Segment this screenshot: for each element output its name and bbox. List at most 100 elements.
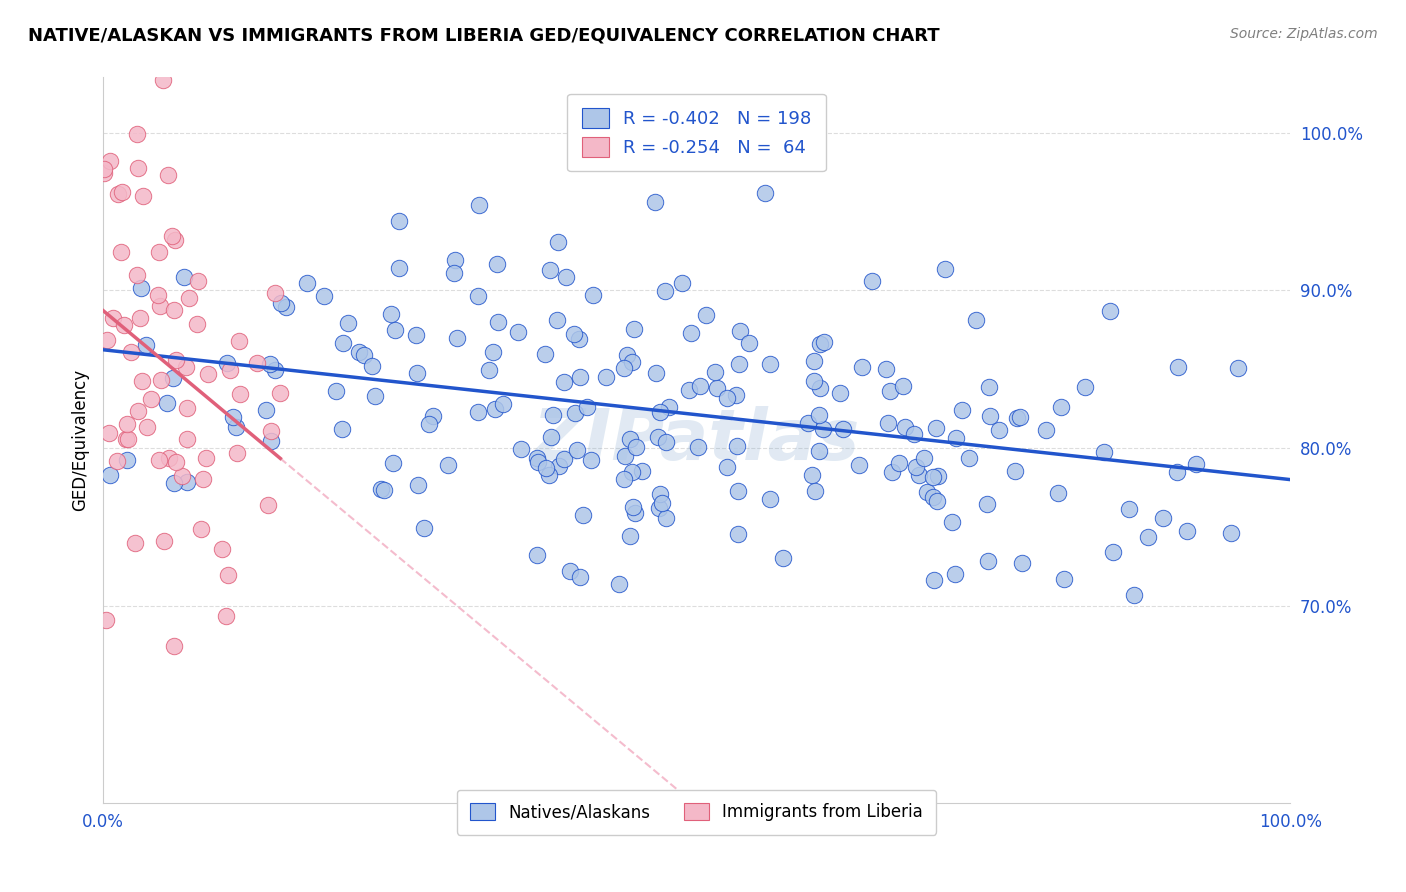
Point (922, 470, 945, 484)
Point (654, 435, 676, 450)
Point (922, 491, 945, 505)
Point (165, 455, 187, 469)
Point (797, 416, 820, 430)
Point (546, 312, 568, 326)
Point (1049, 401, 1071, 415)
Point (163, 639, 186, 653)
Point (152, 73, 174, 87)
Point (801, 467, 824, 482)
Point (759, 357, 782, 371)
Point (905, 460, 928, 475)
Point (1123, 588, 1146, 602)
Point (330, 421, 353, 435)
Point (112, 318, 135, 333)
Point (406, 478, 429, 492)
Point (217, 356, 239, 370)
Point (831, 421, 853, 435)
Point (405, 366, 427, 380)
Point (979, 409, 1001, 423)
Point (976, 497, 998, 511)
Point (506, 326, 529, 340)
Point (259, 357, 281, 371)
Point (945, 431, 967, 445)
Point (623, 500, 645, 514)
Point (246, 356, 269, 370)
Point (347, 345, 370, 359)
Point (129, 281, 152, 295)
Point (738, 335, 761, 350)
Point (624, 440, 647, 454)
Point (624, 506, 647, 520)
Point (695, 308, 717, 322)
Point (176, 475, 198, 489)
Point (1074, 380, 1097, 394)
Point (467, 198, 489, 212)
Point (373, 483, 395, 498)
Point (808, 444, 831, 458)
Point (260, 424, 283, 438)
Point (571, 508, 593, 523)
Point (492, 397, 515, 411)
Point (620, 465, 643, 479)
Point (860, 274, 883, 288)
Point (437, 458, 460, 473)
Point (131, 374, 153, 388)
Point (882, 466, 904, 480)
Point (581, 453, 603, 467)
Point (312, 289, 335, 303)
Point (120, 344, 142, 359)
Text: NATIVE/ALASKAN VS IMMIGRANTS FROM LIBERIA GED/EQUIVALENCY CORRELATION CHART: NATIVE/ALASKAN VS IMMIGRANTS FROM LIBERI… (28, 27, 939, 45)
Point (808, 337, 831, 351)
Point (848, 458, 870, 473)
Point (115, 417, 138, 432)
Point (412, 521, 434, 535)
Point (536, 460, 558, 475)
Point (217, 568, 239, 582)
Point (887, 456, 910, 470)
Point (619, 432, 641, 446)
Point (1167, 360, 1189, 375)
Point (941, 515, 963, 529)
Point (716, 391, 738, 405)
Point (370, 482, 392, 496)
Point (903, 426, 925, 441)
Point (728, 357, 751, 371)
Point (671, 277, 693, 291)
Text: ZIPatlas: ZIPatlas (533, 406, 860, 475)
Point (728, 324, 751, 338)
Point (254, 403, 277, 417)
Point (132, 189, 155, 203)
Point (157, 451, 180, 466)
Point (1227, 360, 1250, 375)
Point (176, 401, 198, 416)
Point (127, 404, 149, 418)
Point (228, 334, 250, 348)
Point (148, 453, 170, 467)
Point (482, 345, 505, 359)
Point (124, 536, 146, 550)
Point (875, 362, 897, 376)
Point (979, 380, 1001, 394)
Point (623, 322, 645, 336)
Point (977, 554, 1000, 568)
Point (957, 451, 980, 466)
Point (1005, 410, 1028, 425)
Point (170, 468, 193, 483)
Point (908, 468, 931, 483)
Point (148, 288, 170, 302)
Point (613, 472, 636, 486)
Point (851, 359, 873, 374)
Point (703, 365, 725, 379)
Point (443, 266, 465, 280)
Point (135, 338, 157, 352)
Point (1185, 457, 1208, 471)
Point (1152, 511, 1174, 525)
Point (575, 400, 598, 414)
Point (174, 359, 197, 374)
Point (101, 310, 124, 325)
Point (564, 406, 586, 420)
Point (934, 262, 956, 277)
Point (807, 408, 830, 422)
Point (1166, 465, 1188, 479)
Point (689, 379, 711, 393)
